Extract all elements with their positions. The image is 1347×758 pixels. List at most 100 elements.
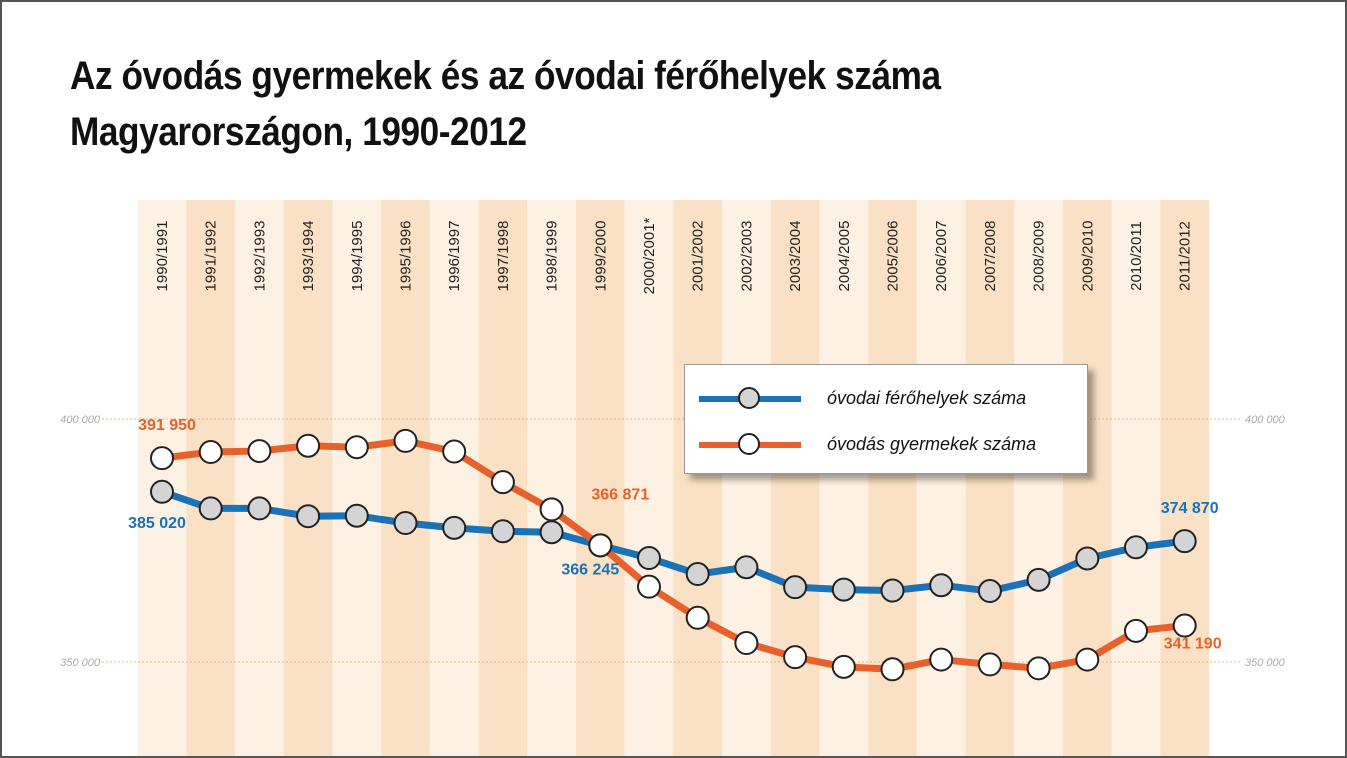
category-band [381, 200, 430, 756]
data-label-ferohelyek: 366 245 [561, 561, 619, 578]
category-band [673, 200, 723, 756]
data-point-gyermekek [296, 433, 321, 458]
category-band [186, 200, 236, 756]
category-band [283, 200, 333, 756]
data-point-ferohelyek [198, 496, 223, 521]
data-point-gyermekek [344, 435, 369, 460]
data-point-ferohelyek [490, 519, 515, 544]
chart-title-line-2: Magyarországon, 1990-2012 [70, 110, 527, 154]
series-line-ferohelyek [158, 488, 1189, 595]
x-tick-label: 2009/2010 [1079, 221, 1096, 292]
data-point-gyermekek [150, 446, 174, 471]
data-point-gyermekek [831, 654, 856, 679]
data-point-ferohelyek [929, 573, 954, 598]
x-tick-label: 2001/2002 [690, 221, 707, 292]
x-tick-label: 1993/1994 [300, 221, 317, 292]
x-tick-label: 1997/1998 [495, 221, 512, 292]
data-point-gyermekek [929, 647, 954, 672]
category-band [624, 200, 674, 756]
category-band [332, 200, 382, 756]
data-point-gyermekek [247, 439, 272, 464]
category-band [235, 200, 284, 756]
category-band [137, 200, 187, 756]
chart-legend: óvodai férőhelyek száma óvodás gyermekek… [684, 364, 1088, 474]
x-tick-label: 2006/2007 [933, 221, 950, 292]
data-point-gyermekek [588, 533, 613, 558]
y-tick-label-left: 350 000 [60, 657, 101, 669]
data-point-gyermekek [783, 645, 808, 670]
data-point-gyermekek [490, 470, 515, 495]
data-point-ferohelyek [150, 479, 174, 504]
category-band [527, 200, 576, 756]
data-point-ferohelyek [1075, 546, 1100, 571]
x-tick-label: 1990/1991 [154, 221, 171, 292]
category-band [1160, 200, 1210, 756]
x-tick-label: 2005/2006 [885, 221, 902, 292]
data-point-ferohelyek [1124, 535, 1148, 560]
data-point-ferohelyek [247, 496, 272, 521]
y-tick-label-right: 350 000 [1245, 657, 1286, 669]
category-band [1111, 200, 1161, 756]
data-label-ferohelyek: 385 020 [128, 515, 186, 532]
legend-marker-gray [738, 387, 760, 409]
data-label-gyermekek: 366 871 [591, 486, 649, 503]
y-tick-label-right: 400 000 [1245, 414, 1286, 426]
data-point-ferohelyek [1026, 567, 1051, 592]
data-point-ferohelyek [393, 511, 418, 536]
data-label-gyermekek: 341 190 [1164, 636, 1222, 653]
data-point-gyermekek [637, 574, 661, 599]
data-label-ferohelyek: 374 870 [1161, 500, 1219, 517]
category-band [722, 200, 771, 756]
chart-title-line-1: Az óvodás gyermekek és az óvodai férőhel… [70, 54, 941, 98]
category-band [575, 200, 625, 756]
data-point-gyermekek [198, 440, 223, 465]
x-tick-label: 2004/2005 [836, 221, 853, 292]
data-point-gyermekek [393, 428, 418, 453]
data-point-ferohelyek [637, 545, 661, 570]
x-tick-label: 1999/2000 [592, 221, 609, 292]
x-tick-label: 2010/2011 [1128, 221, 1145, 291]
data-point-ferohelyek [880, 578, 905, 603]
data-point-gyermekek [442, 439, 467, 464]
data-point-ferohelyek [685, 562, 710, 587]
data-point-gyermekek [1026, 656, 1051, 681]
legend-label-gyermekek: óvodás gyermekek száma [827, 434, 1037, 454]
x-tick-label: 1998/1999 [544, 221, 561, 292]
data-point-ferohelyek [442, 515, 467, 540]
legend-marker-white [738, 433, 760, 455]
category-band [429, 200, 479, 756]
x-tick-label: 2003/2004 [787, 221, 804, 292]
series-line-gyermekek [158, 437, 1189, 673]
x-tick-label: 2007/2008 [982, 221, 999, 292]
data-point-gyermekek [1172, 613, 1197, 638]
data-point-ferohelyek [296, 504, 321, 529]
data-point-ferohelyek [1172, 529, 1197, 554]
data-point-ferohelyek [344, 503, 369, 528]
x-tick-label: 1996/1997 [446, 221, 463, 292]
x-tick-label: 1991/1992 [203, 221, 220, 292]
data-point-ferohelyek [783, 575, 808, 600]
data-point-ferohelyek [539, 520, 564, 545]
x-tick-label: 1995/1996 [398, 221, 415, 292]
x-tick-label: 2002/2003 [738, 221, 755, 292]
x-tick-label: 2008/2009 [1031, 221, 1048, 292]
data-point-gyermekek [977, 652, 1002, 677]
x-tick-label: 1992/1993 [251, 221, 268, 292]
x-tick-label: 1994/1995 [349, 221, 366, 292]
legend-label-ferohelyek: óvodai férőhelyek száma [827, 388, 1027, 408]
data-point-gyermekek [685, 605, 710, 630]
data-point-gyermekek [880, 657, 905, 682]
data-point-ferohelyek [831, 577, 856, 602]
data-point-gyermekek [539, 497, 564, 522]
data-point-gyermekek [734, 631, 759, 656]
legend-item-ferohelyek: óvodai férőhelyek száma [699, 385, 1079, 413]
data-point-ferohelyek [734, 555, 759, 580]
data-point-gyermekek [1124, 618, 1148, 643]
x-tick-label: 2000/2001* [641, 217, 658, 294]
y-tick-label-left: 400 000 [60, 414, 101, 426]
legend-item-gyermekek: óvodás gyermekek száma [699, 431, 1079, 459]
x-tick-label: 2011/2012 [1177, 221, 1194, 291]
data-point-gyermekek [1075, 647, 1100, 672]
